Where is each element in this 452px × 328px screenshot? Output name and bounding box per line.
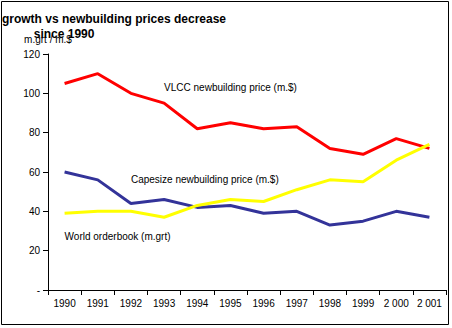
svg-text:1990: 1990 <box>53 298 76 309</box>
svg-text:VLCC newbuilding price (m.$): VLCC newbuilding price (m.$) <box>164 82 297 93</box>
svg-text:1997: 1997 <box>286 298 309 309</box>
svg-text:120: 120 <box>23 49 40 60</box>
svg-text:1996: 1996 <box>252 298 275 309</box>
svg-text:2 001: 2 001 <box>417 298 442 309</box>
svg-text:1991: 1991 <box>87 298 110 309</box>
svg-text:1999: 1999 <box>352 298 375 309</box>
svg-text:-: - <box>37 285 40 296</box>
svg-text:20: 20 <box>29 245 41 256</box>
svg-text:World orderbook growth vs newb: World orderbook growth vs newbuilding pr… <box>0 12 226 26</box>
svg-text:1998: 1998 <box>319 298 342 309</box>
svg-text:1994: 1994 <box>186 298 209 309</box>
svg-text:60: 60 <box>29 167 41 178</box>
svg-text:2 000: 2 000 <box>384 298 409 309</box>
svg-text:40: 40 <box>29 206 41 217</box>
svg-text:World orderbook (m.grt): World orderbook (m.grt) <box>65 231 171 242</box>
svg-text:1992: 1992 <box>120 298 143 309</box>
svg-text:100: 100 <box>23 88 40 99</box>
svg-text:1995: 1995 <box>219 298 242 309</box>
svg-text:1993: 1993 <box>153 298 176 309</box>
svg-text:since 1990: since 1990 <box>34 27 95 41</box>
svg-text:Capesize newbuilding price (m.: Capesize newbuilding price (m.$) <box>131 174 279 185</box>
svg-text:80: 80 <box>29 127 41 138</box>
